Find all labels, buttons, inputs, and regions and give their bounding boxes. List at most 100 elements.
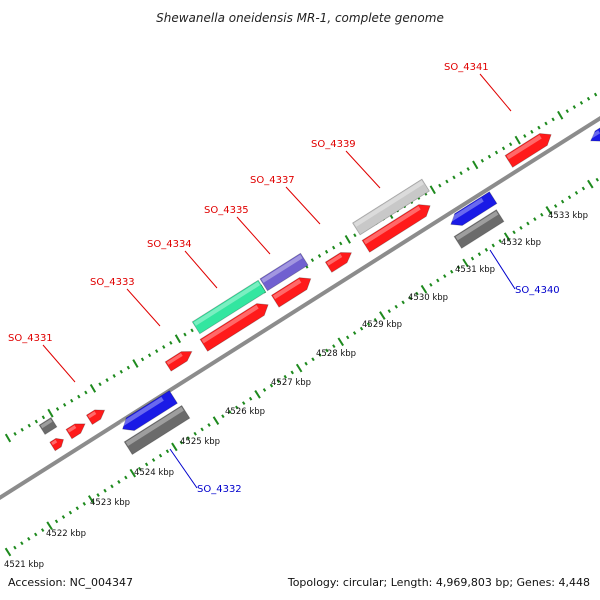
inner-tick — [540, 212, 544, 217]
inner-tick — [269, 383, 274, 388]
outer-tick — [55, 407, 60, 411]
inner-tick — [151, 458, 156, 462]
leader-so-4337 — [285, 186, 321, 225]
inner-tick — [212, 416, 220, 425]
inner-tick — [420, 284, 428, 294]
outer-tick — [147, 353, 152, 358]
inner-tick — [276, 379, 281, 384]
outer-tick — [544, 121, 548, 126]
outer-tick — [324, 249, 329, 254]
inner-tick — [581, 186, 586, 191]
inner-tick — [75, 506, 80, 511]
kbp-label-4521: 4521 kbp — [4, 560, 44, 570]
label-layer: 4521 kbp 4522 kbp 4523 kbp 4524 kbp 4525… — [4, 62, 588, 570]
feature-purple — [259, 252, 309, 292]
inner-tick — [533, 217, 537, 222]
inner-tick — [545, 206, 552, 215]
inner-tick — [484, 247, 489, 252]
inner-tick — [595, 177, 599, 182]
leader-so-4335 — [236, 216, 271, 255]
outer-tick — [317, 254, 322, 258]
inner-tick — [491, 243, 495, 248]
genome-summary-text: Topology: circular; Length: 4,969,803 bp… — [287, 576, 590, 589]
inner-tick — [110, 484, 114, 489]
inner-tick — [248, 396, 253, 401]
inner-tick — [61, 515, 66, 519]
kbp-label-4528: 4528 kbp — [316, 349, 356, 359]
inner-tick — [171, 442, 178, 452]
feature-red — [65, 423, 86, 440]
inner-tick — [408, 296, 412, 300]
inner-tick — [207, 423, 211, 427]
outer-tick — [119, 369, 123, 374]
outer-tick — [140, 357, 145, 362]
inner-tick — [158, 453, 163, 458]
inner-tick — [560, 199, 565, 204]
outer-tick — [77, 394, 81, 399]
outer-tick — [112, 374, 116, 378]
gene-label-so-4339: SO_4339 — [311, 139, 356, 150]
inner-tick — [235, 405, 239, 410]
feature-red — [199, 303, 269, 352]
outer-tick — [105, 378, 109, 382]
feature-red — [164, 351, 193, 372]
inner-tick — [332, 344, 336, 349]
inner-tick — [379, 311, 386, 320]
outer-tick — [508, 142, 513, 147]
inner-tick — [359, 326, 364, 331]
outer-tick — [190, 328, 194, 333]
outer-tick — [27, 423, 31, 428]
outer-tick — [579, 100, 584, 105]
feature-gray — [453, 209, 505, 249]
feature-red — [270, 277, 312, 308]
outer-tick — [429, 185, 436, 195]
inner-tick — [262, 388, 267, 392]
kbp-label-4523: 4523 kbp — [90, 498, 130, 508]
outer-tick — [438, 183, 442, 188]
inner-tick — [4, 547, 12, 557]
kbp-label-4525: 4525 kbp — [180, 437, 220, 447]
outer-tick — [466, 167, 470, 171]
outer-tick — [174, 334, 182, 344]
kbp-label-4529: 4529 kbp — [362, 320, 402, 330]
outer-tick — [162, 345, 166, 349]
kbp-label-4532: 4532 kbp — [501, 238, 541, 248]
kbp-label-4530: 4530 kbp — [408, 293, 448, 303]
gene-label-so-4335: SO_4335 — [204, 205, 249, 216]
outer-tick — [84, 390, 88, 395]
inner-tick — [186, 436, 190, 441]
kbp-label-4533: 4533 kbp — [548, 211, 588, 221]
outer-tick — [514, 135, 521, 145]
inner-tick — [40, 528, 45, 532]
outer-tick — [13, 431, 17, 436]
inner-tick — [387, 309, 391, 314]
outer-tick — [34, 419, 38, 424]
inner-tick — [144, 462, 149, 467]
gene-label-so-4341: SO_4341 — [444, 62, 489, 73]
outer-tick — [487, 154, 492, 159]
outer-tick — [169, 340, 173, 345]
inner-tick — [456, 265, 461, 270]
inner-tick — [574, 190, 579, 195]
inner-tick — [337, 337, 345, 347]
outer-tick — [572, 105, 577, 109]
inner-tick — [553, 204, 558, 208]
outer-tick — [494, 150, 499, 155]
inner-tick — [436, 278, 440, 283]
inner-tick — [498, 239, 502, 243]
outer-tick — [472, 160, 479, 170]
outer-tick — [183, 332, 187, 337]
kbp-label-4522: 4522 kbp — [46, 529, 86, 539]
gene-label-so-4337: SO_4337 — [250, 175, 295, 186]
outer-tick — [459, 171, 463, 176]
leader-so-4333 — [126, 288, 161, 327]
inner-tick — [373, 317, 378, 322]
outer-tick — [593, 92, 598, 97]
outer-tick — [98, 382, 102, 387]
feature-red — [324, 252, 353, 273]
genome-backbone — [0, 115, 600, 501]
gene-label-so-4334: SO_4334 — [147, 239, 192, 250]
outer-tick — [537, 125, 541, 130]
tick-layer — [4, 92, 599, 557]
label-leader-layer — [42, 73, 516, 489]
